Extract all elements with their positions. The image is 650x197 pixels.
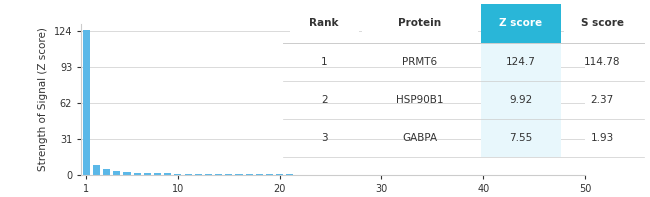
Text: 7.55: 7.55 [509, 133, 532, 143]
Bar [144, 173, 151, 175]
Bar [134, 173, 141, 175]
Bar [256, 174, 263, 175]
Bar [481, 4, 560, 43]
Bar [235, 174, 242, 175]
Bar [266, 174, 273, 175]
Text: 1.93: 1.93 [590, 133, 614, 143]
Bar [154, 173, 161, 175]
Text: 9.92: 9.92 [509, 95, 532, 105]
Bar [362, 4, 478, 43]
Text: 2.37: 2.37 [590, 95, 614, 105]
Bar [113, 171, 120, 175]
Bar [246, 174, 253, 175]
Y-axis label: Strength of Signal (Z score): Strength of Signal (Z score) [38, 28, 48, 171]
Text: GABPA: GABPA [402, 133, 437, 143]
Bar [174, 174, 181, 175]
Bar [205, 174, 212, 175]
Bar [124, 172, 131, 175]
Text: PRMT6: PRMT6 [402, 57, 437, 67]
Text: S score: S score [580, 19, 623, 29]
Bar [290, 4, 359, 43]
Bar [93, 165, 100, 175]
Text: Rank: Rank [309, 19, 339, 29]
Bar [164, 174, 172, 175]
Bar [481, 119, 560, 157]
Bar [103, 169, 111, 175]
Bar [83, 30, 90, 175]
Text: 124.7: 124.7 [506, 57, 536, 67]
Bar [195, 174, 202, 175]
Bar [185, 174, 192, 175]
Text: 1: 1 [321, 57, 328, 67]
Text: 2: 2 [321, 95, 328, 105]
Text: Protein: Protein [398, 19, 441, 29]
Text: Z score: Z score [499, 19, 542, 29]
Bar [215, 174, 222, 175]
Text: 114.78: 114.78 [584, 57, 620, 67]
Bar [481, 81, 560, 119]
Bar [226, 174, 233, 175]
Text: HSP90B1: HSP90B1 [396, 95, 443, 105]
Bar [564, 4, 640, 43]
Text: 3: 3 [321, 133, 328, 143]
Bar [481, 43, 560, 81]
